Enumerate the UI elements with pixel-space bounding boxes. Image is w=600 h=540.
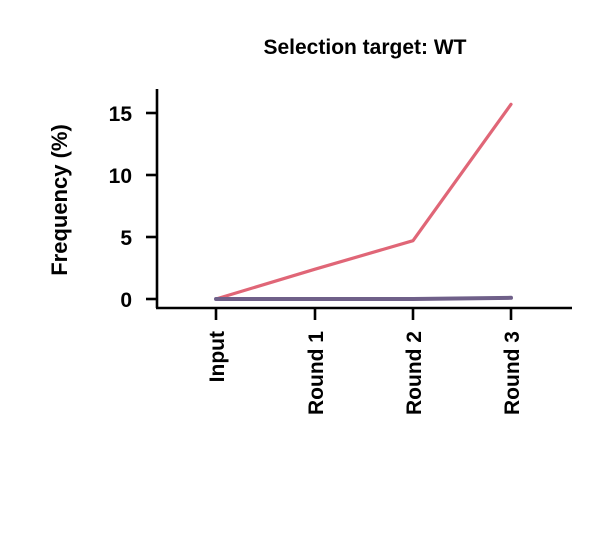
y-tick-label: 5 <box>120 227 132 250</box>
chart-title: Selection target: WT <box>263 36 466 59</box>
y-axis-label: Frequency (%) <box>47 124 72 276</box>
series-line-1 <box>214 102 513 301</box>
x-tick-label: Input <box>206 331 229 382</box>
x-ticks: Input Round 1 Round 2 Round 3 <box>206 308 524 415</box>
x-tick-label: Round 3 <box>501 331 524 415</box>
y-tick-label: 10 <box>109 165 132 188</box>
series-lines <box>214 102 513 301</box>
y-tick-label: 0 <box>120 289 132 312</box>
x-tick-label: Round 2 <box>403 331 426 415</box>
y-tick-label: 15 <box>109 103 133 126</box>
series-line-2 <box>214 295 513 301</box>
y-ticks: 0 5 10 15 <box>109 103 157 312</box>
x-tick-label: Round 1 <box>305 331 328 415</box>
